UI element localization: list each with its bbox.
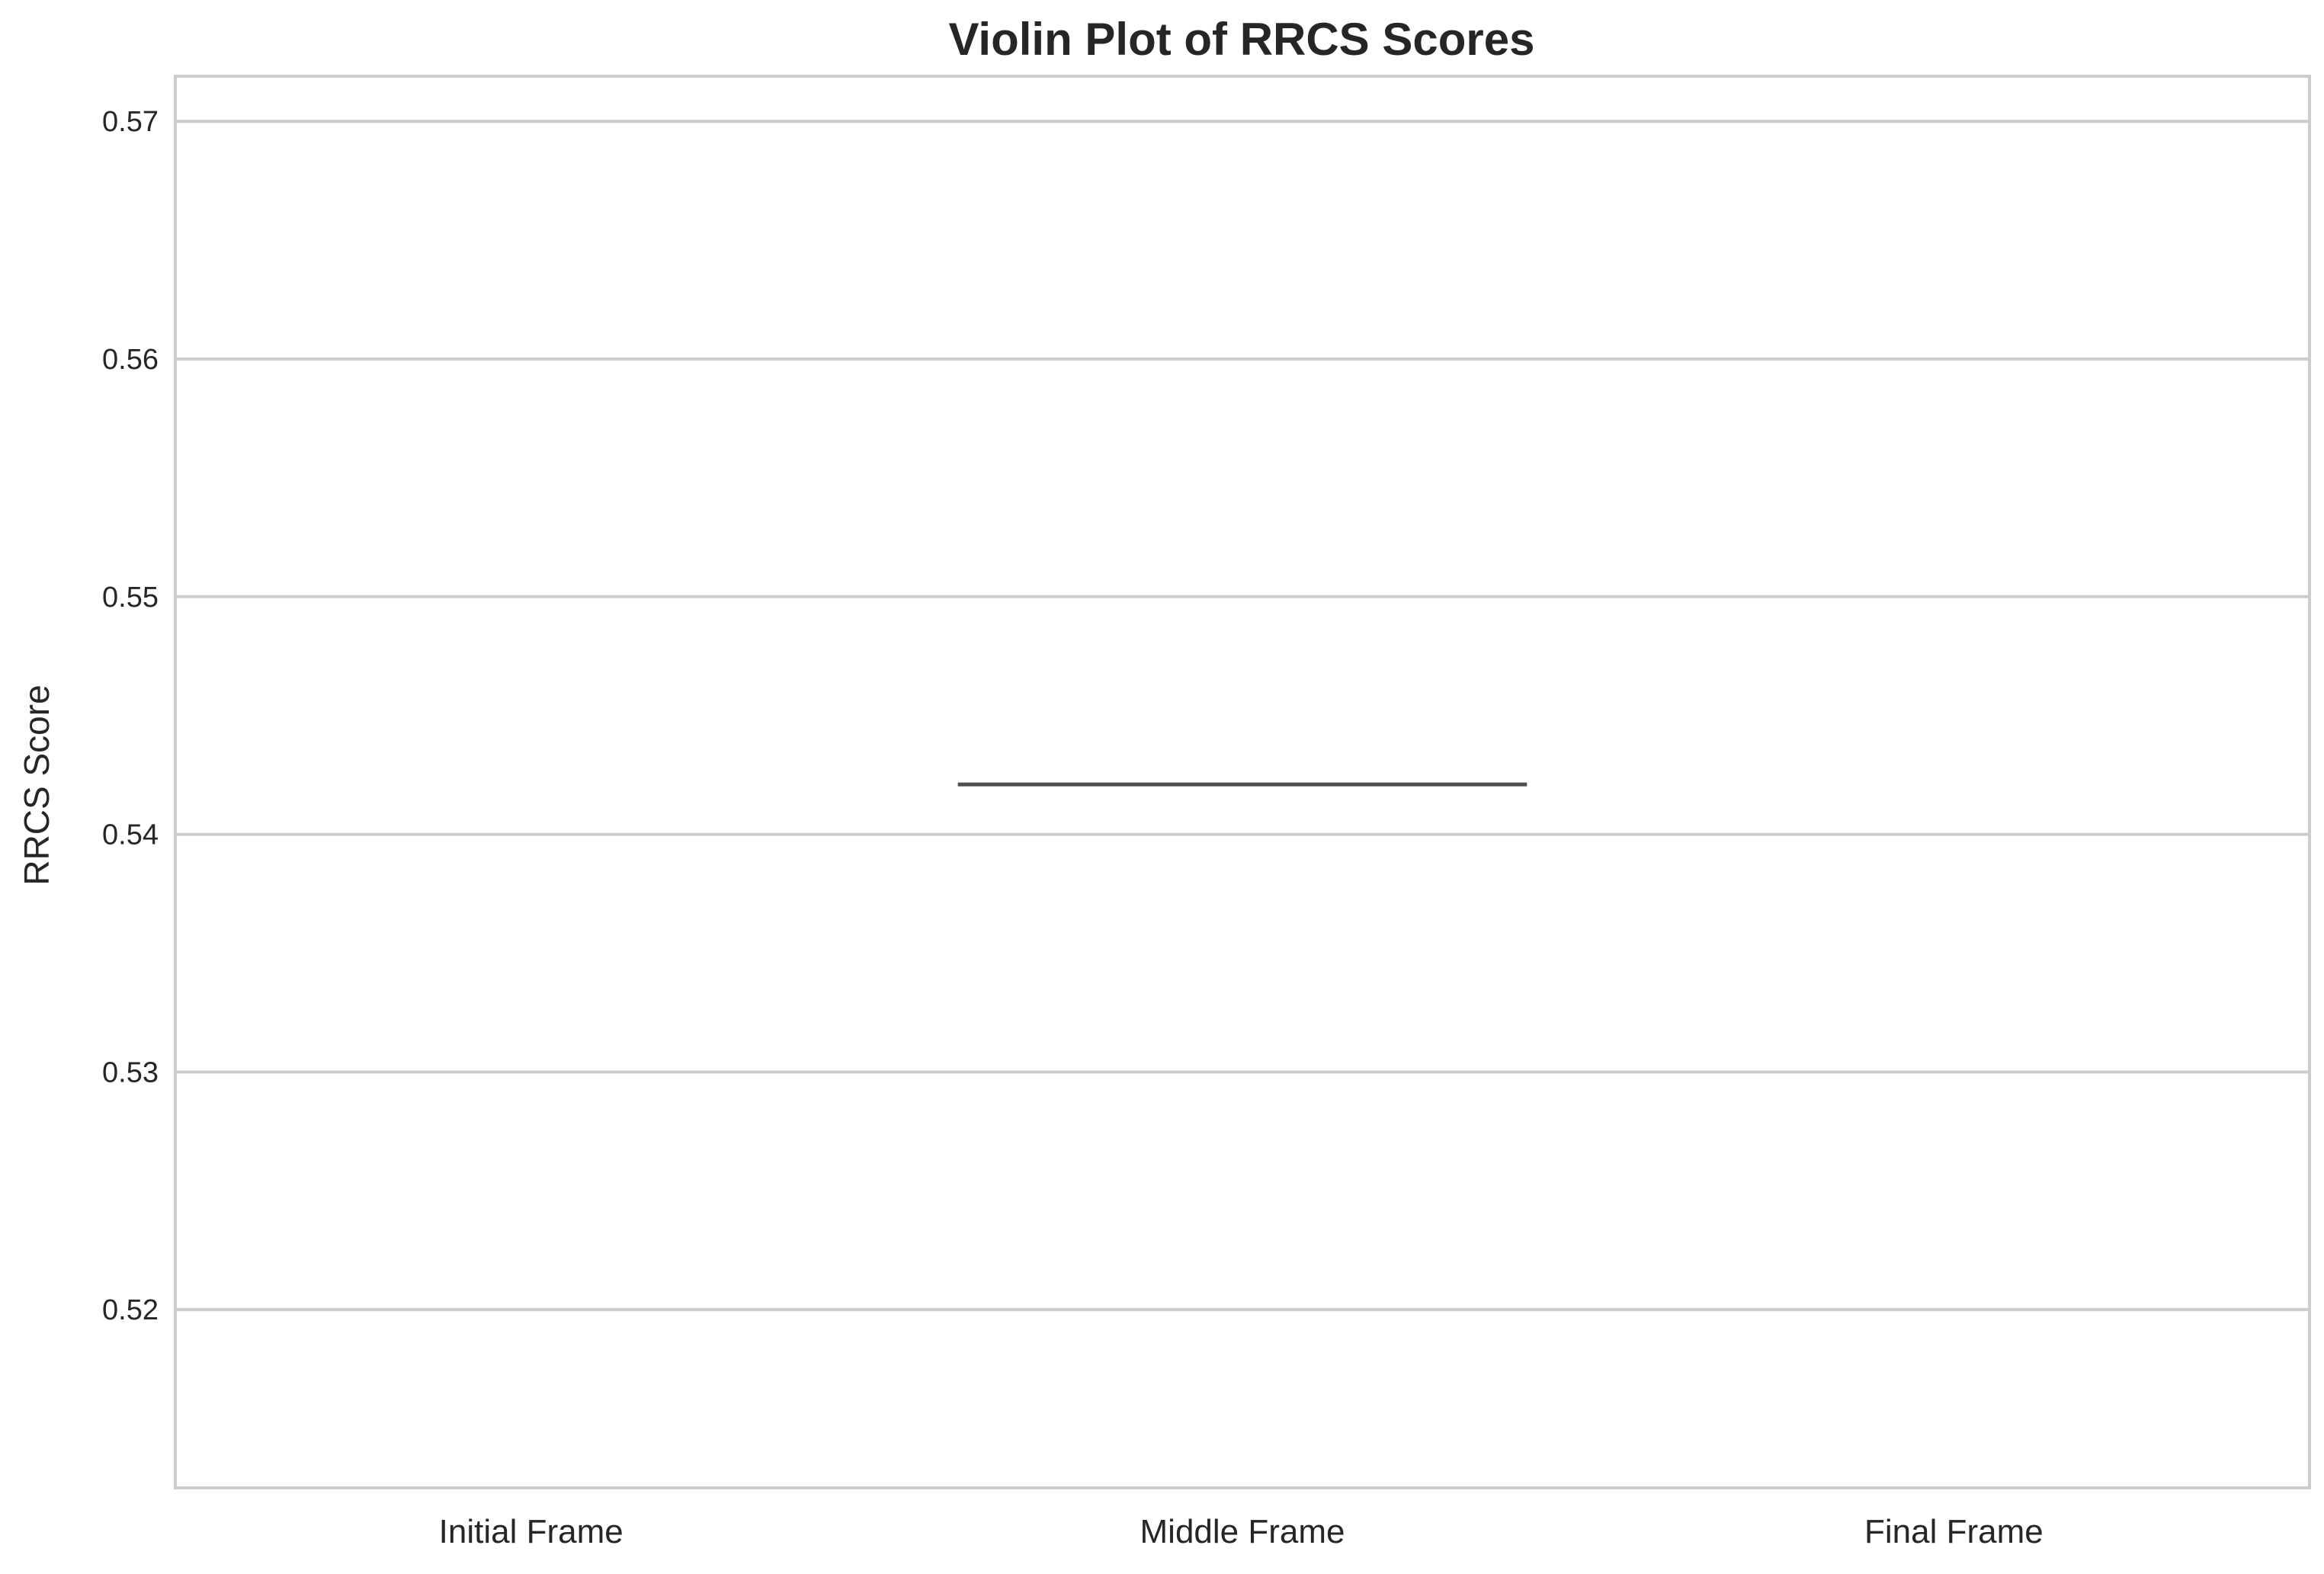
y-tick-label: 0.54 — [102, 819, 159, 851]
x-category-labels: Initial Frame Middle Frame Final Frame — [439, 1513, 2044, 1550]
y-tick-label: 0.53 — [102, 1056, 159, 1088]
x-category-label: Initial Frame — [439, 1513, 623, 1550]
grid-lines — [175, 120, 2310, 1312]
chart-title: Violin Plot of RRCS Scores — [948, 14, 1534, 65]
plot-frame — [174, 75, 2311, 1489]
y-tick-label: 0.52 — [102, 1294, 159, 1326]
y-axis-label: RRCS Score — [17, 684, 56, 885]
x-category-label: Middle Frame — [1140, 1513, 1345, 1550]
y-tick-label: 0.55 — [102, 582, 159, 614]
x-category-label: Final Frame — [1864, 1513, 2044, 1550]
y-tick-label: 0.57 — [102, 106, 159, 138]
y-tick-labels: 0.52 0.53 0.54 0.55 0.56 0.57 — [102, 106, 159, 1326]
y-tick-label: 0.56 — [102, 344, 159, 376]
